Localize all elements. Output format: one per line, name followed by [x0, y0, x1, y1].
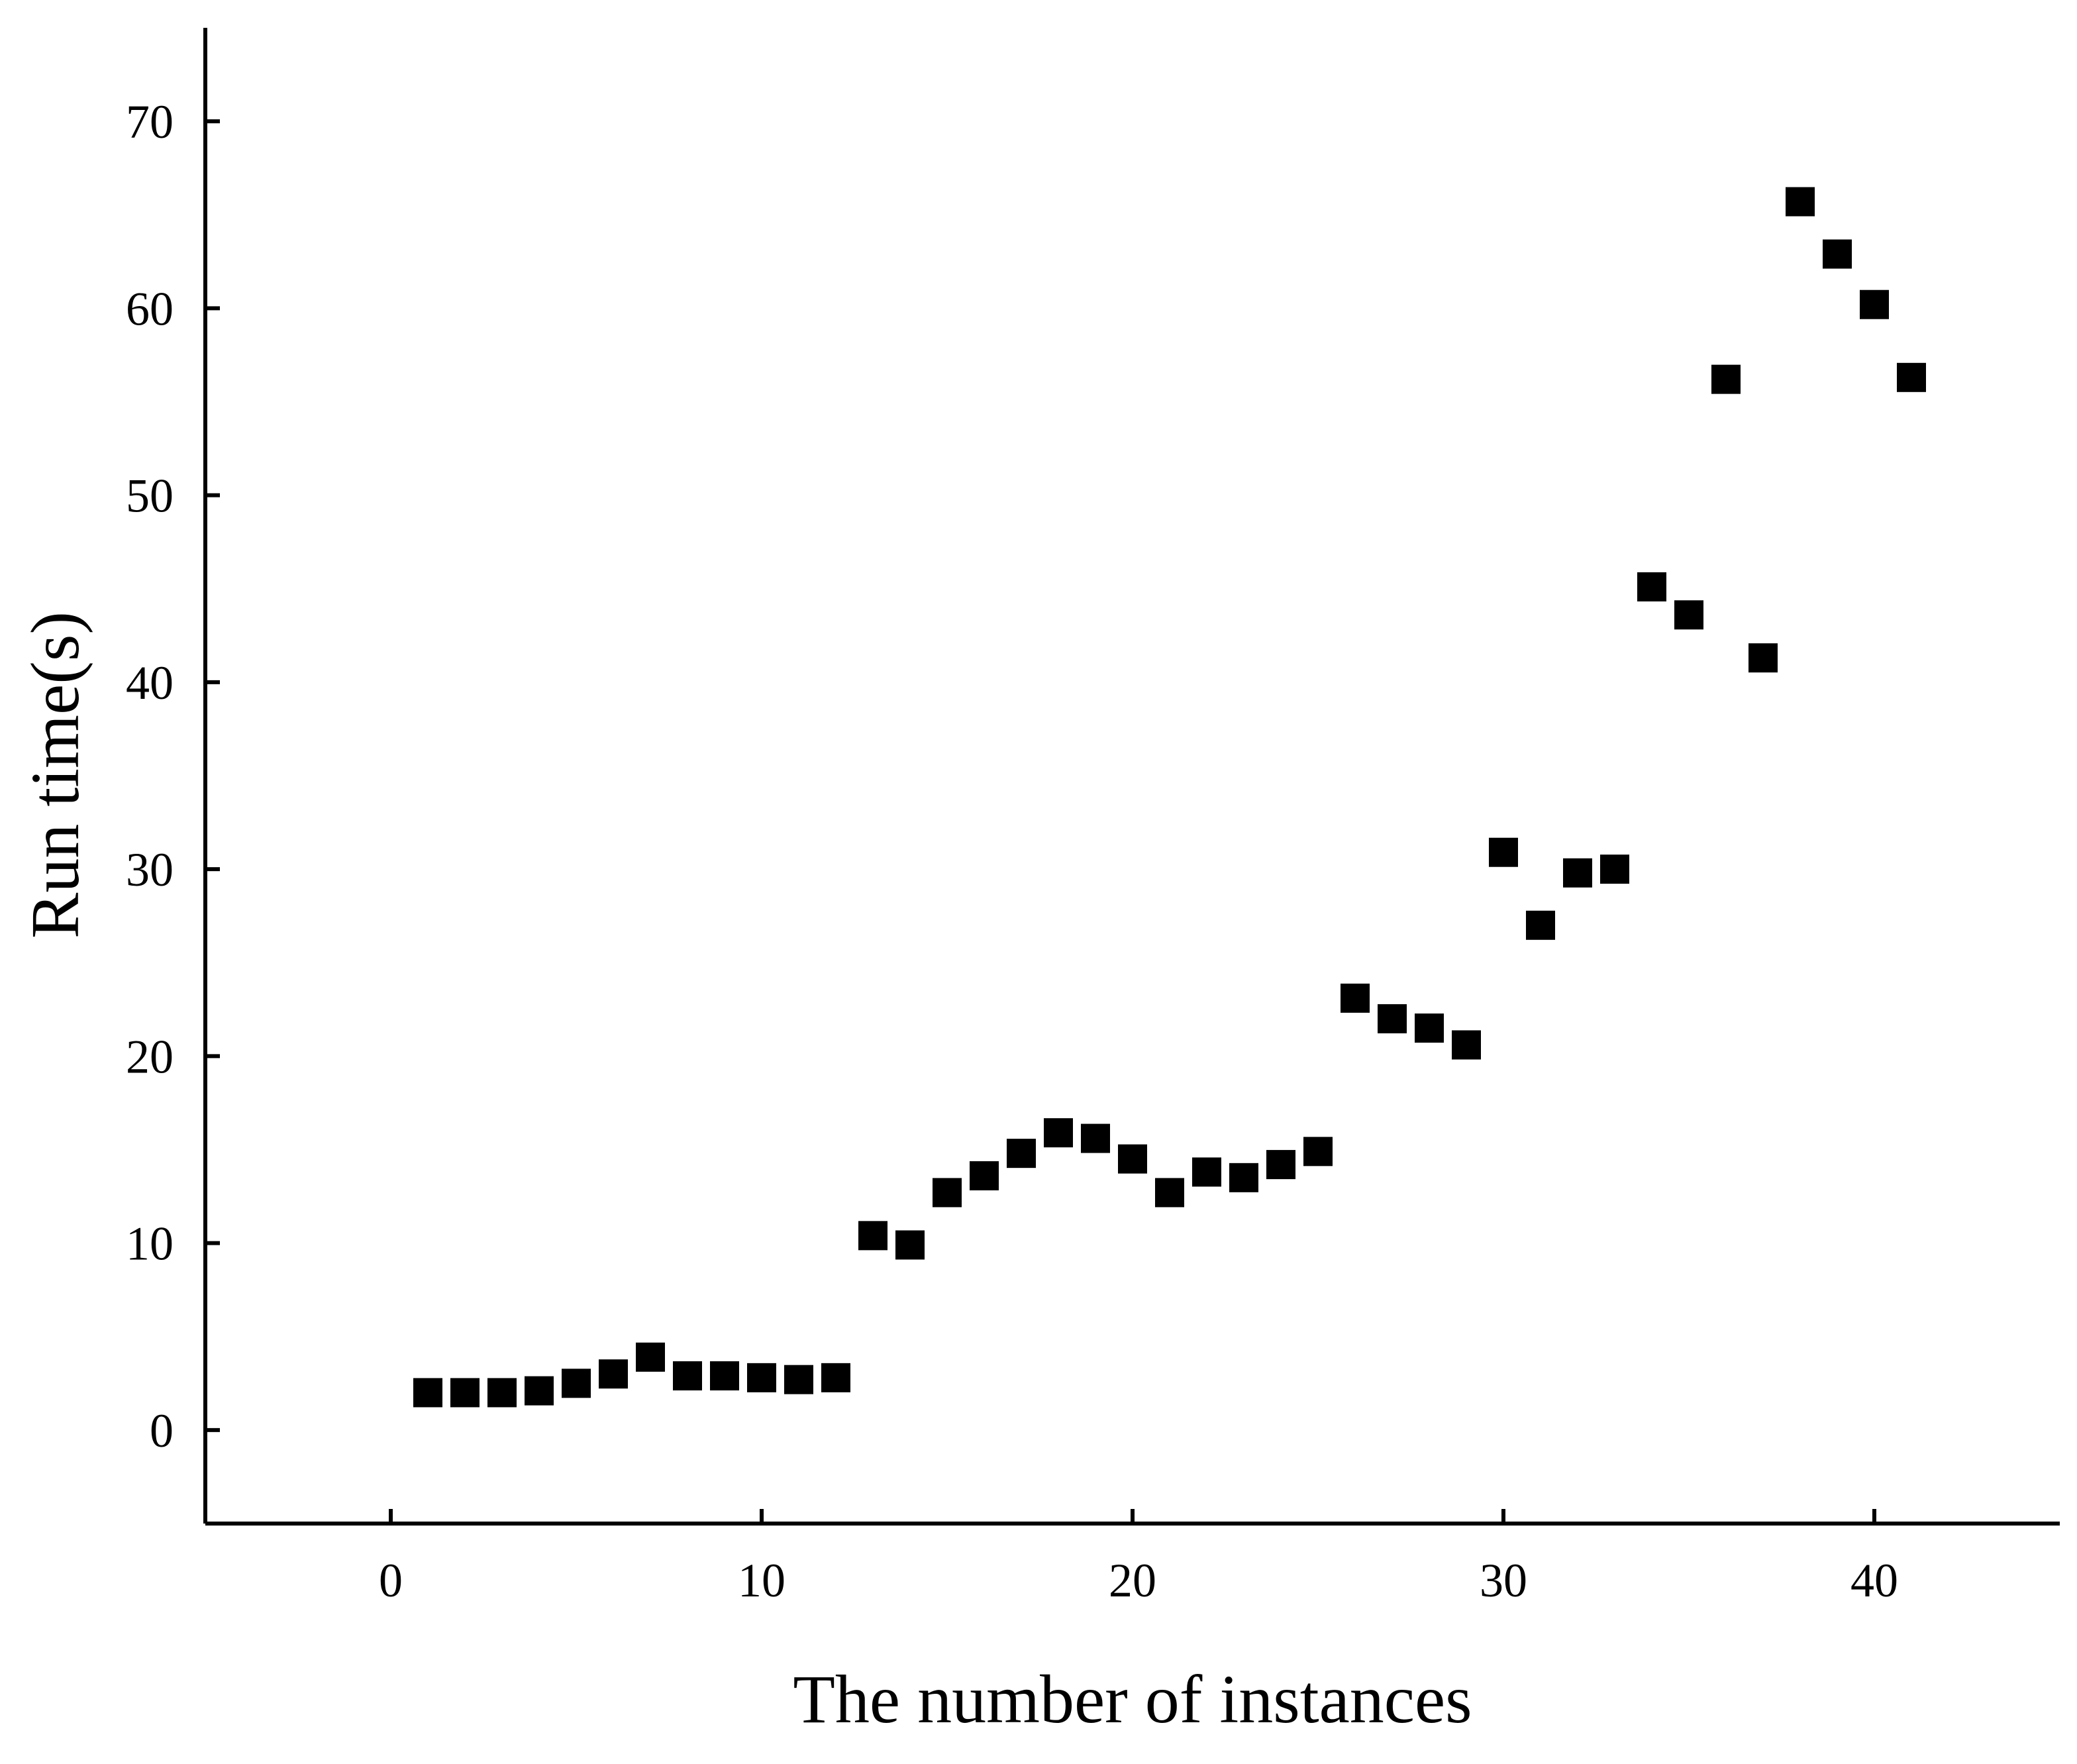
data-point: [1341, 983, 1370, 1013]
y-axis-title: Run time(s): [17, 611, 93, 939]
data-point: [970, 1161, 999, 1191]
y-tick-label: 60: [126, 282, 174, 335]
data-point: [1229, 1163, 1258, 1192]
x-tick-label: 10: [738, 1554, 785, 1607]
data-point: [1044, 1118, 1073, 1148]
data-point: [895, 1230, 925, 1260]
data-point: [1415, 1013, 1444, 1043]
data-point: [450, 1378, 480, 1408]
y-tick-label: 30: [126, 843, 174, 896]
data-point: [1266, 1150, 1295, 1180]
data-point: [747, 1363, 776, 1392]
data-point: [636, 1342, 665, 1372]
y-ticks: 0 10 20 30 40 50 60 70: [126, 95, 220, 1457]
axes: [203, 28, 2060, 1526]
data-point: [1303, 1137, 1333, 1167]
data-point: [1526, 910, 1555, 940]
data-point: [1637, 572, 1666, 601]
data-point: [1897, 362, 1926, 392]
y-tick-label: 50: [126, 470, 174, 523]
data-point: [821, 1363, 850, 1392]
data-point: [1711, 364, 1741, 394]
data-point: [1007, 1139, 1036, 1168]
y-tick-label: 10: [126, 1218, 174, 1271]
y-tick-label: 20: [126, 1030, 174, 1083]
data-points: [413, 187, 1926, 1408]
x-axis-title: The number of instances: [793, 1661, 1472, 1738]
data-point: [1118, 1144, 1147, 1174]
data-point: [1674, 600, 1703, 630]
data-point: [1489, 837, 1518, 867]
data-point: [413, 1378, 442, 1408]
data-point: [1823, 239, 1852, 269]
x-tick-label: 0: [379, 1554, 403, 1607]
data-point: [1860, 289, 1889, 319]
x-tick-label: 20: [1109, 1554, 1156, 1607]
data-point: [1081, 1123, 1110, 1153]
data-point: [1192, 1157, 1221, 1187]
data-point: [487, 1378, 517, 1408]
data-point: [1452, 1030, 1481, 1060]
data-point: [784, 1365, 813, 1394]
x-tick-label: 40: [1850, 1554, 1898, 1607]
data-point: [525, 1376, 554, 1406]
data-point: [1378, 1004, 1407, 1033]
data-point: [562, 1369, 591, 1398]
y-tick-label: 40: [126, 656, 174, 709]
data-point: [1155, 1178, 1184, 1208]
data-point: [1600, 855, 1629, 884]
data-point: [858, 1221, 887, 1251]
data-point: [673, 1361, 702, 1391]
x-ticks: 0 10 20 30 40: [379, 1509, 1898, 1607]
x-tick-label: 30: [1480, 1554, 1527, 1607]
data-point: [1748, 643, 1778, 673]
data-point: [710, 1361, 739, 1391]
y-tick-label: 70: [126, 95, 174, 148]
y-tick-label: 0: [150, 1404, 174, 1457]
data-point: [1563, 858, 1592, 888]
data-point: [599, 1359, 628, 1389]
data-point: [1786, 187, 1815, 217]
data-point: [933, 1178, 962, 1208]
